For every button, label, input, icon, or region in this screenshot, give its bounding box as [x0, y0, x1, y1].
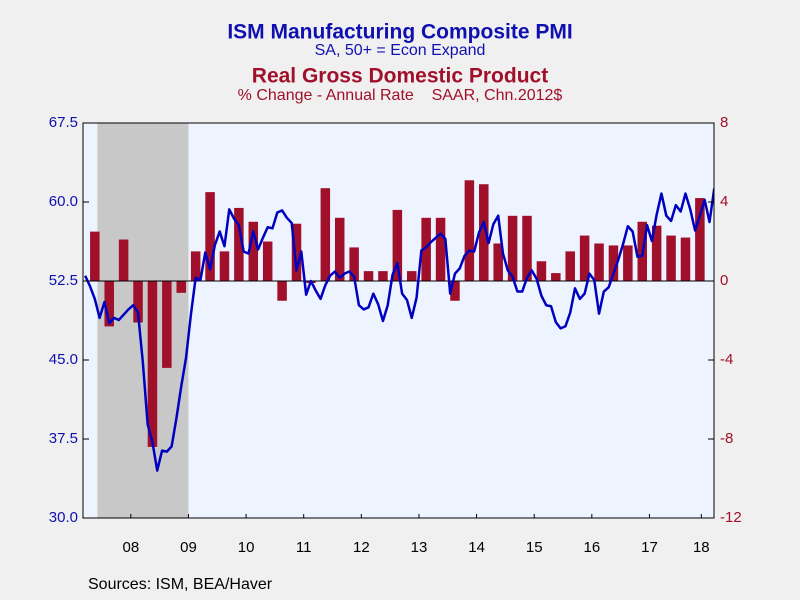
bar	[205, 192, 215, 281]
bar	[334, 217, 345, 281]
bar	[579, 235, 590, 281]
y-tick-label: 67.5	[49, 114, 78, 131]
bar	[680, 237, 691, 281]
bar	[392, 209, 403, 281]
chart-subtitle: % Change - Annual Rate SAAR, Chn.2012$	[238, 87, 563, 104]
bar	[133, 281, 143, 323]
x-tick-label: 09	[180, 539, 197, 556]
bar	[90, 231, 100, 281]
bar	[464, 180, 475, 281]
bar	[608, 245, 619, 281]
bar	[219, 251, 230, 281]
y-tick-label: 45.0	[49, 351, 78, 368]
bar	[262, 241, 273, 281]
bar	[623, 245, 633, 281]
y-tick-label: 30.0	[49, 509, 78, 526]
bar	[104, 281, 114, 327]
x-tick-label: 14	[468, 539, 485, 556]
bar	[695, 198, 705, 281]
bar	[536, 261, 547, 281]
bar	[118, 239, 129, 281]
x-tick-label: 08	[122, 539, 139, 556]
y2-tick-label: -8	[720, 430, 733, 447]
bar	[349, 247, 359, 281]
bar	[651, 225, 662, 281]
bar	[320, 188, 331, 281]
x-tick-label: 13	[411, 539, 428, 556]
x-tick-label: 11	[296, 539, 312, 556]
bar	[147, 281, 158, 447]
bar	[551, 273, 561, 281]
bar	[421, 217, 431, 281]
bar	[234, 207, 244, 281]
line	[84, 188, 714, 472]
bar	[666, 235, 676, 281]
bar	[493, 243, 503, 281]
bar	[248, 221, 259, 281]
y-tick-label: 37.5	[49, 430, 78, 447]
y-tick-label: 60.0	[49, 193, 78, 210]
bar	[450, 281, 460, 301]
y2-tick-label: 0	[720, 272, 728, 289]
bar	[378, 271, 388, 281]
x-tick-label: 16	[583, 539, 600, 556]
chart-title: ISM Manufacturing Composite PMI	[227, 21, 572, 44]
chart-title: Real Gross Domestic Product	[252, 65, 548, 88]
bar	[291, 223, 302, 281]
bar	[176, 281, 187, 293]
y-tick-label: 52.5	[49, 272, 78, 289]
y2-tick-label: -4	[720, 351, 733, 368]
bar	[363, 271, 374, 281]
bar	[507, 215, 518, 281]
bar	[594, 243, 604, 281]
bar	[162, 281, 172, 368]
bar	[406, 271, 417, 281]
bar	[565, 251, 575, 281]
y2-tick-label: -12	[720, 509, 742, 526]
x-tick-label: 10	[238, 539, 255, 556]
bar	[435, 217, 446, 281]
y2-tick-label: 4	[720, 193, 728, 210]
x-tick-label: 12	[353, 539, 370, 556]
plot-content	[83, 123, 714, 518]
x-tick-label: 18	[693, 539, 710, 556]
x-tick-label: 15	[526, 539, 543, 556]
bar	[190, 251, 201, 281]
chart-subtitle: SA, 50+ = Econ Expand	[315, 42, 486, 59]
bar	[277, 281, 287, 301]
plot-frame	[82, 122, 715, 519]
y2-tick-label: 8	[720, 114, 728, 131]
bar	[479, 184, 489, 281]
bar	[522, 215, 532, 281]
x-tick-label: 17	[641, 539, 658, 556]
source-note: Sources: ISM, BEA/Haver	[88, 576, 273, 593]
